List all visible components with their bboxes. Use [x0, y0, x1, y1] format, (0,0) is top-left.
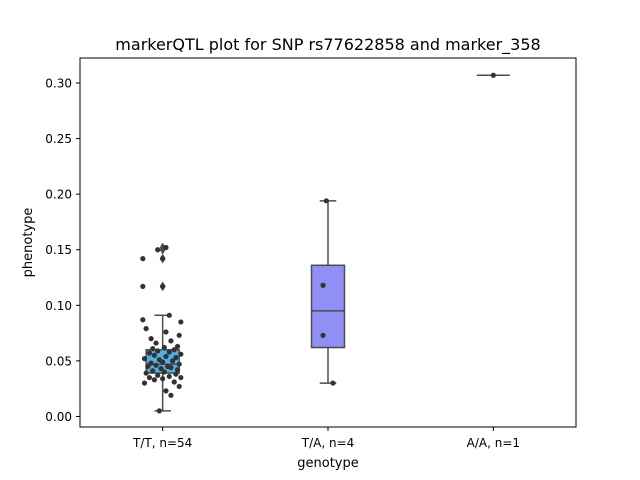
data-point — [174, 343, 181, 350]
y-tick-label: 0.00 — [45, 410, 72, 424]
data-point — [323, 198, 329, 204]
x-tick-label: A/A, n=1 — [467, 436, 520, 450]
data-point — [160, 283, 166, 290]
data-point — [161, 369, 167, 375]
y-tick-label: 0.30 — [45, 77, 72, 91]
data-point — [163, 329, 169, 335]
data-point — [174, 367, 181, 373]
data-point — [178, 374, 184, 381]
data-point — [148, 360, 154, 366]
data-point — [151, 377, 157, 383]
data-point — [155, 348, 161, 354]
data-point — [171, 379, 177, 385]
box-group — [145, 242, 180, 412]
data-point — [151, 352, 157, 358]
data-point — [330, 380, 336, 386]
data-point — [150, 346, 156, 352]
y-axis-label: phenotype — [21, 208, 36, 278]
data-point — [140, 256, 146, 262]
y-tick-label: 0.15 — [45, 243, 72, 257]
y-axis: 0.00 0.05 0.10 0.15 0.20 0.25 0.30 — [45, 77, 80, 424]
data-point — [148, 336, 154, 342]
data-point — [163, 388, 169, 394]
data-point — [166, 373, 172, 380]
data-point — [178, 319, 184, 325]
data-point — [143, 370, 149, 376]
y-tick-label: 0.25 — [45, 132, 72, 146]
data-point — [160, 256, 166, 262]
data-point — [145, 363, 151, 370]
data-point — [176, 361, 182, 367]
plot-area — [140, 72, 510, 414]
data-point — [141, 356, 148, 362]
data-point — [320, 332, 326, 338]
chart-title: markerQTL plot for SNP rs77622858 and ma… — [115, 35, 540, 55]
y-tick-label: 0.05 — [45, 354, 72, 368]
data-point — [163, 353, 169, 360]
data-point — [140, 283, 146, 290]
data-point — [173, 354, 179, 361]
data-point — [163, 244, 169, 251]
box — [310, 264, 346, 349]
x-axis: T/T, n=54 T/A, n=4 A/A, n=1 — [132, 427, 520, 450]
data-point — [155, 247, 161, 253]
x-tick-label: T/T, n=54 — [132, 436, 192, 450]
data-point — [166, 349, 172, 355]
x-axis-label: genotype — [297, 456, 358, 471]
data-point — [153, 340, 159, 346]
data-point — [140, 317, 146, 323]
data-point — [490, 72, 496, 78]
data-point — [165, 363, 171, 370]
data-point — [158, 366, 164, 372]
data-point — [156, 357, 162, 363]
data-point — [178, 351, 184, 357]
data-point — [143, 326, 149, 332]
data-point — [173, 371, 179, 377]
data-point — [171, 347, 177, 353]
data-point — [155, 372, 161, 378]
data-point — [169, 358, 176, 364]
data-point — [156, 408, 162, 414]
data-point — [141, 380, 148, 386]
y-tick-label: 0.10 — [45, 299, 72, 313]
y-tick-label: 0.20 — [45, 188, 72, 202]
box-group — [310, 200, 346, 384]
data-point — [320, 282, 326, 288]
data-point — [161, 344, 167, 351]
data-point — [146, 374, 153, 381]
data-point — [176, 383, 182, 390]
data-point — [166, 312, 172, 318]
data-point — [168, 338, 174, 344]
x-tick-label: T/A, n=4 — [301, 436, 355, 450]
data-point — [168, 392, 174, 398]
data-point — [150, 368, 156, 374]
data-point — [160, 376, 166, 382]
data-point — [153, 362, 159, 368]
data-point — [176, 332, 182, 338]
data-point — [146, 350, 153, 356]
